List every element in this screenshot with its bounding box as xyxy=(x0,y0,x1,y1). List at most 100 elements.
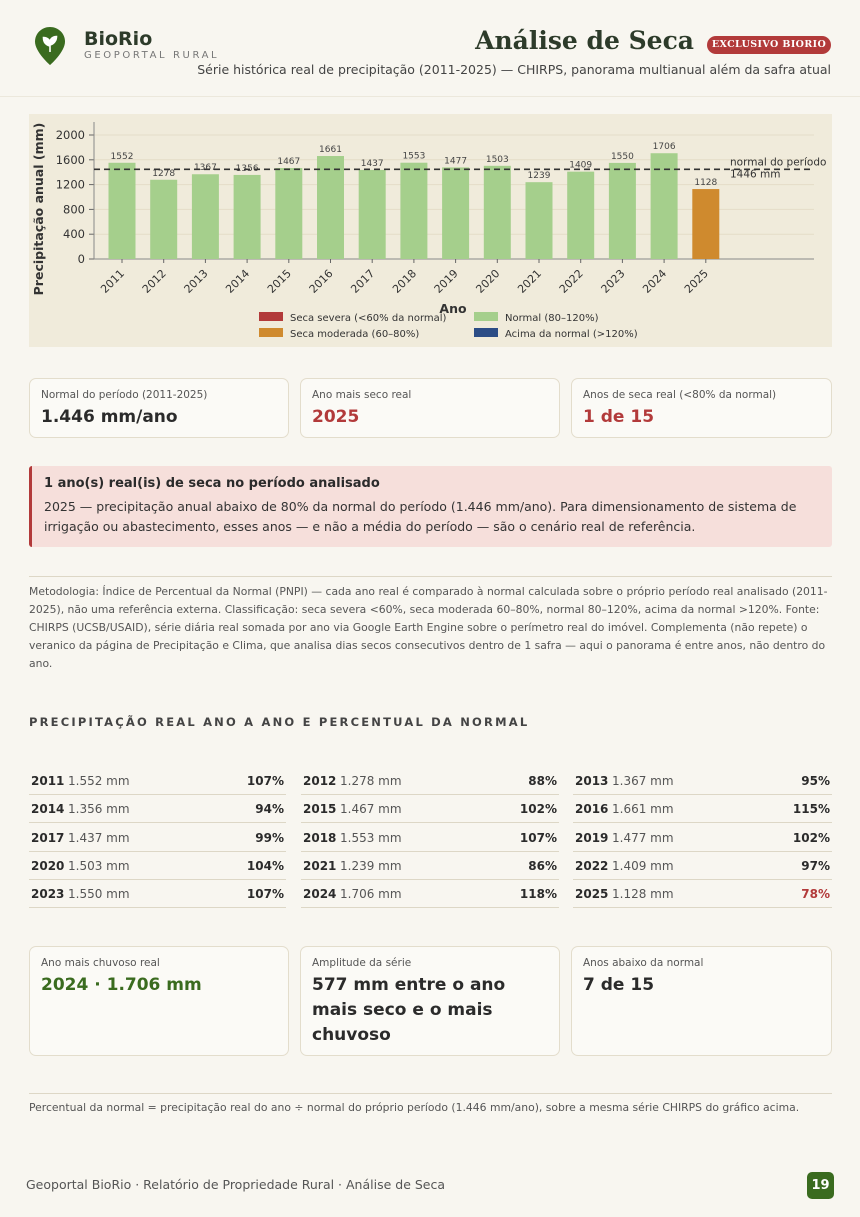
bar-2014 xyxy=(233,174,261,259)
data-label: 1706 xyxy=(653,142,676,152)
brand-subtitle: GEOPORTAL RURAL xyxy=(84,50,220,61)
x-tick-label: 2015 xyxy=(265,267,294,296)
row-precipitation: 1.367 mm xyxy=(612,774,674,788)
row-precipitation: 1.239 mm xyxy=(340,858,402,873)
data-label: 1239 xyxy=(528,171,551,181)
x-tick-label: 2021 xyxy=(515,267,544,296)
row-year: 2018 xyxy=(303,830,337,845)
row-percent-normal: 97% xyxy=(801,858,830,873)
bar-2024 xyxy=(650,153,678,259)
row-precipitation: 1.550 mm xyxy=(68,887,130,902)
reference-line-label: normal do período xyxy=(730,156,826,168)
page-number: 19 xyxy=(807,1172,834,1199)
row-precipitation: 1.553 mm xyxy=(340,830,402,845)
table-row: 2018 1.553 mm 107% xyxy=(301,824,559,852)
reference-line-value: 1446 mm xyxy=(730,168,781,180)
data-label: 1278 xyxy=(152,169,175,179)
row-year: 2014 xyxy=(31,802,65,817)
y-tick-label: 2000 xyxy=(56,128,85,142)
row-precipitation: 1.128 mm xyxy=(612,887,674,902)
exclusive-badge: EXCLUSIVO BIORIO xyxy=(707,36,831,54)
row-precipitation: 1.278 mm xyxy=(340,774,402,788)
row-year: 2011 xyxy=(31,774,65,788)
page-title: Análise de Seca xyxy=(475,26,694,55)
precipitation-chart: 0 400 800 1200 1600 2000 1552 2011 1278 2012 1367 2… xyxy=(29,114,832,347)
legend-entry: Normal (80–120%) xyxy=(505,313,599,324)
row-percent-normal: 107% xyxy=(246,774,284,788)
legend-swatch xyxy=(259,312,283,321)
alert-text: 2025 — precipitação anual abaixo de 80% … xyxy=(44,499,797,534)
data-label: 1477 xyxy=(444,156,467,166)
data-label: 1409 xyxy=(569,161,592,171)
card-drought-years: Anos de seca real (<80% da normal) 1 de … xyxy=(571,378,832,438)
card-value: 577 mm entre o ano mais seco e o mais ch… xyxy=(312,975,506,1045)
y-axis-label: Precipitação anual (mm) xyxy=(31,123,46,296)
row-precipitation: 1.409 mm xyxy=(612,858,674,873)
card-label: Anos de seca real (<80% da normal) xyxy=(583,389,777,401)
bar-2015 xyxy=(275,168,303,259)
table-row: 2022 1.409 mm 97% xyxy=(573,852,832,880)
page-subtitle: Série histórica real de precipitação (20… xyxy=(197,62,831,77)
page-footer: Geoportal BioRio · Relatório de Propried… xyxy=(26,1177,446,1192)
row-year: 2013 xyxy=(575,774,609,788)
data-label: 1661 xyxy=(319,145,342,155)
bar-2017 xyxy=(358,169,386,259)
bar-2023 xyxy=(608,162,636,259)
row-year: 2023 xyxy=(31,887,65,902)
row-year: 2025 xyxy=(575,887,609,902)
x-tick-label: 2022 xyxy=(557,267,586,296)
row-percent-normal: 104% xyxy=(246,858,284,873)
x-tick-label: 2018 xyxy=(390,267,419,296)
legend-swatch xyxy=(474,328,498,337)
row-percent-normal: 86% xyxy=(528,858,557,873)
divider xyxy=(29,1093,832,1094)
card-label: Amplitude da série xyxy=(312,957,412,969)
card-value: 1 de 15 xyxy=(583,407,655,427)
x-tick-label: 2014 xyxy=(223,267,252,296)
y-tick-label: 1200 xyxy=(56,178,85,192)
card-value: 7 de 15 xyxy=(583,975,655,995)
data-label: 1503 xyxy=(486,155,509,165)
table-row: 2014 1.356 mm 94% xyxy=(29,795,286,824)
legend-swatch xyxy=(259,328,283,337)
legend-entry: Seca severa (<60% da normal) xyxy=(290,313,447,324)
table-row: 2025 1.128 mm 78% xyxy=(573,880,832,909)
card-label: Normal do período (2011-2025) xyxy=(41,389,208,401)
card-normal-period: Normal do período (2011-2025) 1.446 mm/a… xyxy=(29,378,289,438)
data-label: 1552 xyxy=(111,152,134,162)
alert-title: 1 ano(s) real(is) de seca no período ana… xyxy=(44,476,380,491)
leaf-pin-icon xyxy=(35,27,65,65)
y-tick-label: 1600 xyxy=(56,153,85,167)
card-series-amplitude: Amplitude da série 577 mm entre o ano ma… xyxy=(300,946,560,1056)
row-percent-normal: 95% xyxy=(801,774,830,788)
card-years-below-normal: Anos abaixo da normal 7 de 15 xyxy=(571,946,832,1056)
x-tick-label: 2025 xyxy=(682,267,711,296)
bar-2019 xyxy=(442,167,470,259)
divider xyxy=(29,576,832,577)
row-precipitation: 1.552 mm xyxy=(68,774,130,788)
bar-2012 xyxy=(150,179,178,259)
table-row: 2021 1.239 mm 86% xyxy=(301,852,559,880)
bar-2013 xyxy=(191,174,219,259)
row-percent-normal: 78% xyxy=(801,887,830,902)
table-row: 2020 1.503 mm 104% xyxy=(29,852,286,880)
legend-entry: Seca moderada (60–80%) xyxy=(290,329,419,340)
row-percent-normal: 99% xyxy=(255,830,284,845)
row-percent-normal: 107% xyxy=(246,887,284,902)
x-tick-label: 2017 xyxy=(348,267,377,296)
card-driest-year: Ano mais seco real 2025 xyxy=(300,378,560,438)
x-tick-label: 2013 xyxy=(182,267,211,296)
data-label: 1467 xyxy=(277,157,300,167)
bar-2022 xyxy=(567,171,595,259)
card-label: Ano mais seco real xyxy=(312,389,412,401)
x-tick-label: 2019 xyxy=(432,267,461,296)
x-tick-label: 2020 xyxy=(473,267,502,296)
bar-2025 xyxy=(692,189,720,259)
row-year: 2019 xyxy=(575,830,609,845)
data-label: 1128 xyxy=(694,178,717,188)
data-label: 1367 xyxy=(194,163,217,173)
row-precipitation: 1.477 mm xyxy=(612,830,674,845)
row-year: 2016 xyxy=(575,802,609,817)
data-label: 1550 xyxy=(611,152,634,162)
precipitation-bar-chart: 0 400 800 1200 1600 2000 1552 2011 1278 2012 1367 2… xyxy=(31,122,826,340)
